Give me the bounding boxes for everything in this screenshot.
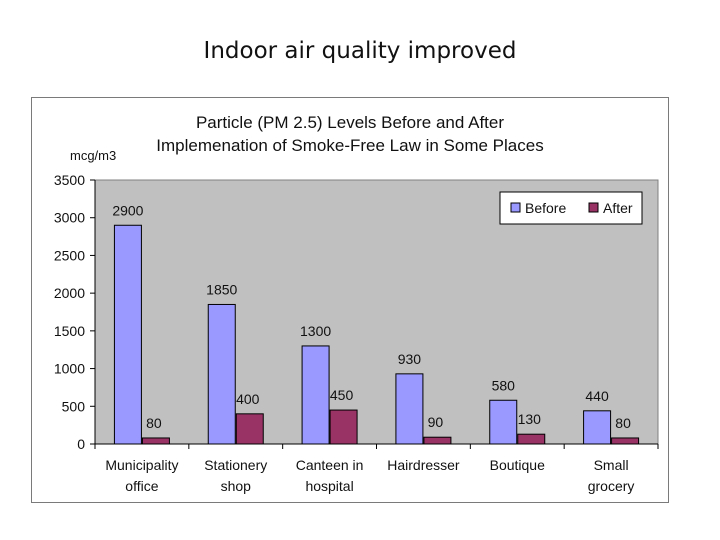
y-tick-label: 2000 — [54, 285, 85, 301]
chart-title-line: Particle (PM 2.5) Levels Before and Afte… — [196, 113, 504, 132]
bar-after — [329, 409, 358, 445]
category-label: hospital — [305, 478, 353, 494]
bar-after — [611, 437, 640, 445]
legend-swatch-after — [588, 202, 599, 213]
y-tick-label: 1500 — [54, 323, 85, 339]
slide-title: Indoor air quality improved — [203, 38, 517, 64]
data-label: 130 — [518, 411, 542, 427]
bar-after — [423, 436, 452, 445]
bar-after — [235, 413, 264, 445]
bar-after — [517, 433, 546, 445]
chart-container: Particle (PM 2.5) Levels Before and Afte… — [31, 97, 669, 503]
y-tick-label: 3000 — [54, 210, 85, 226]
y-tick-label: 3500 — [54, 172, 85, 188]
bar-after — [141, 437, 170, 445]
data-label: 450 — [330, 387, 354, 403]
bar-before — [301, 345, 330, 445]
data-label: 1850 — [206, 281, 237, 297]
legend-label-after: After — [603, 200, 633, 216]
bar-before — [113, 224, 142, 445]
category-label: grocery — [588, 478, 635, 494]
data-label: 90 — [428, 414, 444, 430]
category-label: shop — [221, 478, 252, 494]
legend — [499, 191, 643, 225]
category-label: Stationery — [204, 457, 267, 473]
data-label: 440 — [585, 388, 609, 404]
y-tick-label: 0 — [77, 436, 85, 452]
data-label: 580 — [492, 377, 516, 393]
category-label: Canteen in — [296, 457, 364, 473]
bar-before — [395, 373, 424, 445]
y-axis-label: mcg/m3 — [70, 148, 116, 163]
data-label: 80 — [615, 415, 631, 431]
data-label: 930 — [398, 351, 422, 367]
chart-title-line: Implemenation of Smoke-Free Law in Some … — [156, 136, 543, 155]
bar-chart: Particle (PM 2.5) Levels Before and Afte… — [54, 113, 659, 494]
data-label: 80 — [146, 415, 162, 431]
category-label: Boutique — [490, 457, 545, 473]
category-label: Hairdresser — [387, 457, 460, 473]
bar-before — [207, 303, 236, 445]
category-label: office — [125, 478, 158, 494]
data-label: 400 — [236, 391, 260, 407]
data-label: 2900 — [112, 202, 143, 218]
y-tick-label: 500 — [62, 398, 86, 414]
data-label: 1300 — [300, 323, 331, 339]
bar-before — [583, 410, 612, 445]
y-tick-label: 1000 — [54, 361, 85, 377]
category-label: Municipality — [105, 457, 178, 473]
legend-label-before: Before — [525, 200, 566, 216]
legend-swatch-before — [510, 202, 521, 213]
category-label: Small — [594, 457, 629, 473]
bar-before — [489, 399, 518, 445]
y-tick-label: 2500 — [54, 247, 85, 263]
